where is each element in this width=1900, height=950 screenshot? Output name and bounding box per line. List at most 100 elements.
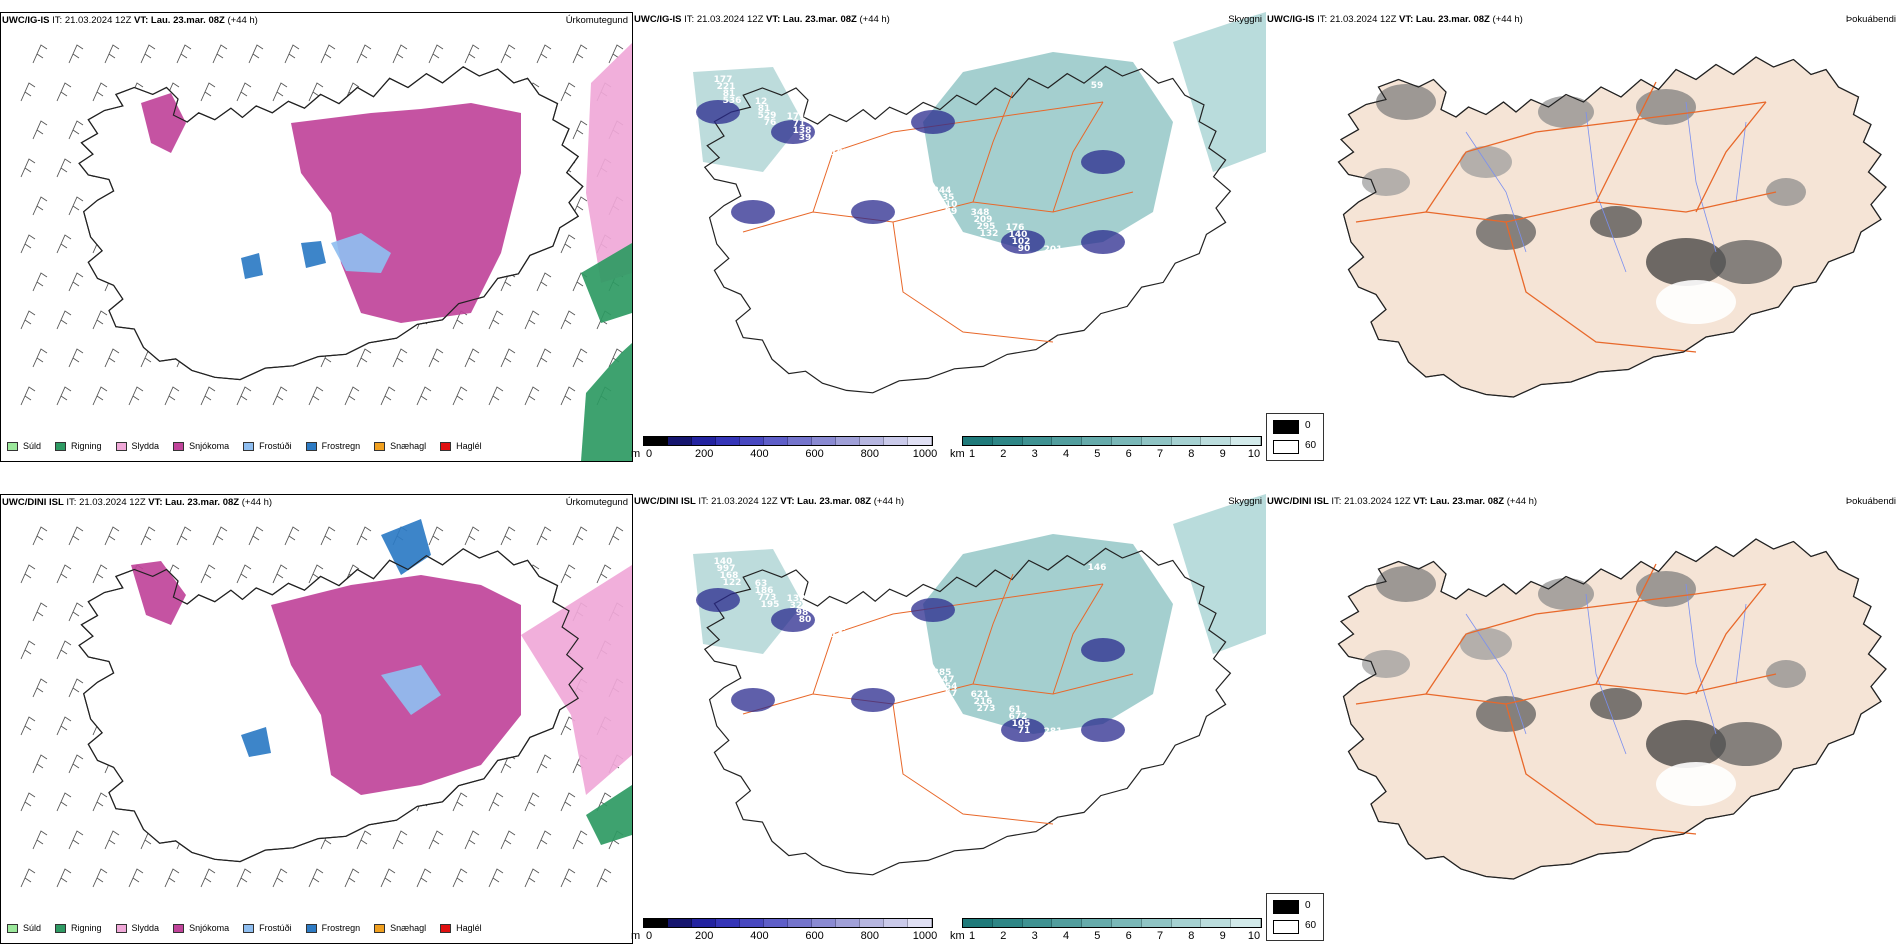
height-colorbar-strip xyxy=(643,436,933,446)
colorbar-bin xyxy=(884,437,908,445)
wind-barb xyxy=(104,348,120,368)
ceiling-label: 260 xyxy=(1047,252,1066,262)
wind-barb xyxy=(128,386,144,406)
colorbar-bin xyxy=(764,919,788,927)
ceiling-label: 180 xyxy=(1082,749,1101,759)
height-tick: 800 xyxy=(860,448,879,460)
colorbar-bin xyxy=(884,919,908,927)
height-tick: 200 xyxy=(695,448,714,460)
height-colorbar: m 0 200 400 600 800 1000 xyxy=(631,918,938,948)
panel-header: UWC/IG-IS IT: 21.03.2024 12Z VT: Lau. 23… xyxy=(2,14,628,28)
precip-area-7 xyxy=(581,343,632,461)
river-3 xyxy=(1735,603,1747,685)
legend-item: Frostúði xyxy=(243,439,292,453)
visibility-tick: 4 xyxy=(1062,448,1070,460)
legend-swatch xyxy=(374,441,386,451)
wind-barb xyxy=(56,868,72,888)
low-cloud-patch xyxy=(851,200,895,224)
panel-header: UWC/DINI ISL IT: 21.03.2024 12Z VT: Lau.… xyxy=(2,496,628,510)
low-cloud-patch xyxy=(696,588,740,612)
visibility-tick: 6 xyxy=(1125,930,1132,942)
ceiling-label: 170 xyxy=(1085,756,1104,766)
wind-barb xyxy=(308,564,324,584)
wind-barb xyxy=(20,310,36,330)
road-3 xyxy=(972,91,1014,203)
wind-barb xyxy=(500,526,516,546)
legend-swatch xyxy=(115,923,127,933)
wind-barb xyxy=(272,386,288,406)
ceiling-label: 71 xyxy=(793,119,806,129)
colorbar-bin xyxy=(992,919,1023,927)
fog-shade xyxy=(1476,214,1536,250)
wind-barb xyxy=(104,44,120,64)
ceiling-label: 57 xyxy=(945,689,958,699)
iceland-coastline-overlay xyxy=(78,66,584,381)
height-tick: 600 xyxy=(805,930,824,942)
glacier-area xyxy=(1656,280,1736,324)
ceiling-label: 183 xyxy=(1050,259,1069,269)
wind-barb xyxy=(524,310,540,330)
precip-type-map xyxy=(20,519,632,888)
wind-barb xyxy=(416,386,432,406)
legend-item: Frostregn xyxy=(305,921,360,935)
colorbar-bin xyxy=(668,919,692,927)
ceiling-label: 144 xyxy=(869,170,888,180)
wind-barb xyxy=(284,44,300,64)
fog-light-label: 60 xyxy=(1305,920,1317,931)
river-1 xyxy=(1585,593,1627,755)
wind-barb xyxy=(560,564,576,584)
wind-barb xyxy=(56,564,72,584)
legend-swatch xyxy=(374,923,386,933)
visibility-colorbar: km 1 2 3 4 5 6 7 8 9 10 xyxy=(950,436,1263,466)
ceiling-label: 71 xyxy=(1018,726,1031,736)
legend-item: Slydda xyxy=(115,921,159,935)
wind-barb xyxy=(272,564,288,584)
precip-area-5 xyxy=(586,43,632,283)
wind-barb xyxy=(104,526,120,546)
wind-barb xyxy=(344,386,360,406)
ceiling-label: 81 xyxy=(723,89,736,99)
wind-barb xyxy=(32,830,48,850)
wind-barb xyxy=(92,82,108,102)
ceiling-label: 113 xyxy=(907,674,926,684)
wind-barb xyxy=(464,830,480,850)
wind-barb xyxy=(428,348,444,368)
visibility-tick: 1 xyxy=(968,448,976,460)
low-cloud-patch xyxy=(1081,718,1125,742)
visibility-tick: 7 xyxy=(1156,930,1164,942)
colorbar-bin xyxy=(908,437,932,445)
legend-label: Snjókoma xyxy=(189,923,230,933)
ceiling-label: 138 xyxy=(793,126,812,136)
wind-barb xyxy=(92,310,108,330)
fog-shade xyxy=(1710,240,1782,284)
fog-shade xyxy=(1362,168,1410,196)
ceiling-label: 186 xyxy=(755,586,774,596)
road-network xyxy=(1355,81,1777,353)
ceiling-label: 174 xyxy=(828,623,847,633)
colorbar-bin xyxy=(1231,437,1261,445)
wind-barb xyxy=(536,754,552,774)
wind-barb xyxy=(284,526,300,546)
legend-swatch xyxy=(173,923,185,933)
ceiling-label: 39 xyxy=(799,133,812,143)
panel-header: UWC/IG-IS IT: 21.03.2024 12Z VT: Lau. 23… xyxy=(634,13,1262,27)
valid-time: Lau. 23.mar. 08Z xyxy=(1430,496,1505,507)
wind-barb xyxy=(560,234,576,254)
visibility-field-sea xyxy=(1173,12,1266,172)
ceiling-label: 61 xyxy=(1009,705,1022,715)
legend-label: Haglél xyxy=(456,923,482,933)
wind-barb xyxy=(164,868,180,888)
wind-barb xyxy=(320,44,336,64)
wind-barb xyxy=(20,716,36,736)
ceiling-label: 773 xyxy=(758,593,777,603)
wind-barb xyxy=(452,386,468,406)
fog-shade xyxy=(1766,178,1806,206)
valid-label: VT: xyxy=(134,15,149,26)
fog-legend-top: 0 60 xyxy=(1266,413,1324,461)
wind-barb xyxy=(524,792,540,812)
wind-barb xyxy=(212,526,228,546)
colorbar-bin xyxy=(908,919,932,927)
legend-swatch xyxy=(55,923,67,933)
ceiling-label: 201 xyxy=(863,638,882,648)
legend-swatch xyxy=(305,441,317,451)
